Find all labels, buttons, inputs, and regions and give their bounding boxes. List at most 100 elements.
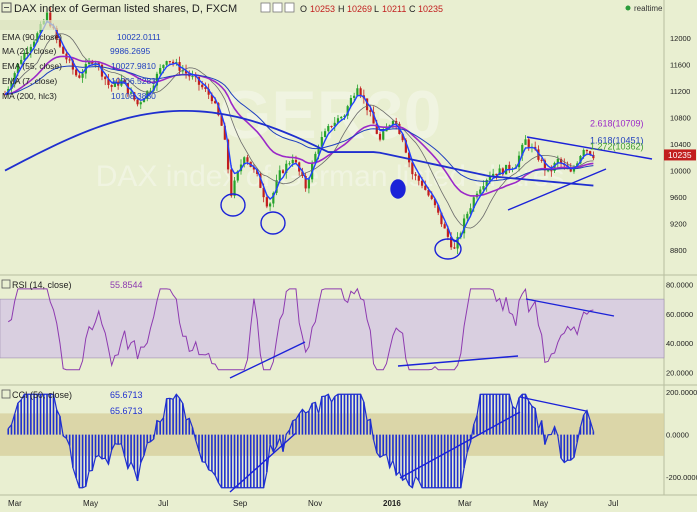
candle-body — [220, 115, 223, 126]
candle-body — [446, 228, 450, 237]
rsi-support-line[interactable] — [397, 355, 519, 367]
candle-body — [424, 185, 427, 190]
candle-body — [553, 162, 556, 171]
candle-body — [579, 155, 582, 164]
price-tick-label: 10800 — [670, 113, 691, 122]
candle-body — [201, 84, 204, 88]
candle-body — [26, 52, 29, 54]
candle-body — [472, 197, 475, 209]
candle-body — [230, 169, 233, 196]
collapse-icon[interactable] — [1, 279, 11, 289]
candle-body — [404, 140, 407, 153]
ma200-line — [4, 109, 594, 187]
indicator-ma21-value: 9986.2695 — [110, 46, 150, 56]
candle-body — [401, 134, 404, 141]
rsi-support-line[interactable] — [229, 341, 306, 379]
indicator-ema7-label: EMA (7, close) — [2, 76, 57, 86]
candle-body — [330, 125, 333, 127]
price-tick-label: 12000 — [670, 34, 691, 43]
indicator-ema90-value: 10022.0111 — [117, 32, 161, 42]
candle-body — [365, 98, 369, 111]
candle-body — [427, 189, 430, 196]
candle-body — [417, 175, 420, 181]
candle-body — [353, 95, 356, 98]
cci-support-line[interactable] — [229, 432, 297, 493]
rsi-divergence-line[interactable] — [525, 298, 615, 317]
rsi-tick-label: 60.0000 — [666, 310, 693, 319]
collapse-icon[interactable] — [1, 389, 11, 399]
candle-body — [414, 174, 417, 176]
cci-header[interactable]: CCI (50, close) 65.6713 65.6713 — [1, 389, 143, 416]
cci-tick-label: 200.0000 — [666, 388, 697, 397]
candle-body — [492, 173, 495, 176]
candle-body — [540, 159, 543, 161]
close-icon[interactable] — [284, 2, 295, 13]
resistance-trendline[interactable] — [526, 136, 653, 160]
settings-icon[interactable] — [272, 2, 283, 13]
candle-body — [378, 133, 382, 140]
candle-body — [547, 170, 550, 172]
ema55-line — [4, 55, 594, 197]
candle-body — [537, 149, 540, 160]
candle-body — [437, 205, 440, 213]
last-price-value: 10235 — [668, 150, 692, 160]
cci-support-line[interactable] — [399, 411, 521, 479]
ohlc-close-label: C — [409, 4, 416, 14]
candle-body — [181, 70, 184, 72]
candle-body — [572, 167, 576, 172]
rsi-tick-label: 80.0000 — [666, 280, 693, 289]
header-toolbar[interactable] — [260, 2, 295, 13]
candle-body — [55, 28, 58, 39]
low-marker-ellipse[interactable] — [434, 238, 462, 260]
candle-body — [136, 99, 139, 105]
candle-body — [23, 52, 26, 60]
rsi-tick-label: 40.0000 — [666, 339, 693, 348]
collapse-icon[interactable] — [1, 2, 12, 13]
indicator-legend[interactable]: EMA (90, close) 10022.0111 MA (21, close… — [0, 20, 170, 101]
candle-body — [142, 98, 146, 103]
fib-level-1272: 1.272(10362) — [590, 142, 644, 152]
candle-body — [307, 179, 310, 189]
candle-body — [110, 84, 113, 87]
candle-body — [268, 203, 272, 207]
candle-body — [443, 224, 446, 229]
candle-body — [291, 159, 294, 164]
candle-body — [113, 81, 117, 87]
price-tick-label: 10400 — [670, 140, 691, 149]
ohlc-low-value: 10211 — [382, 4, 406, 14]
candle-body — [278, 170, 281, 181]
support-trendline[interactable] — [507, 168, 607, 211]
price-tick-label: 10000 — [670, 167, 691, 176]
price-tick-label: 8800 — [670, 246, 687, 255]
candle-body — [146, 90, 149, 99]
candle-body — [323, 131, 327, 138]
candle-body — [49, 12, 52, 27]
low-marker-ellipse[interactable] — [220, 193, 246, 217]
eye-icon[interactable] — [260, 2, 271, 13]
candle-body — [314, 153, 317, 164]
candle-body — [527, 139, 530, 148]
candle-body — [152, 85, 155, 91]
candle-body — [226, 139, 230, 170]
last-price-marker — [664, 149, 696, 161]
candle-body — [285, 163, 288, 173]
candle-body — [210, 94, 214, 102]
ema90-line — [4, 65, 594, 182]
candle-body — [259, 173, 262, 188]
candle-body — [81, 73, 84, 78]
candle-body — [466, 213, 469, 219]
candle-body — [3, 94, 7, 96]
user-drawings[interactable] — [220, 136, 653, 493]
candle-body — [75, 69, 78, 76]
candle-body — [29, 46, 32, 53]
candle-body — [159, 67, 162, 74]
indicator-ema7-value: 10206.5283 — [111, 76, 156, 86]
low-marker-ellipse[interactable] — [390, 179, 406, 199]
low-marker-ellipse[interactable] — [260, 211, 286, 235]
indicator-ema90-label: EMA (90, close) — [2, 32, 62, 42]
candle-body — [592, 154, 595, 159]
candle-body — [521, 144, 524, 156]
cci-divergence-line[interactable] — [519, 396, 587, 412]
rsi-header[interactable]: RSI (14, close) 55.8544 — [1, 279, 143, 290]
